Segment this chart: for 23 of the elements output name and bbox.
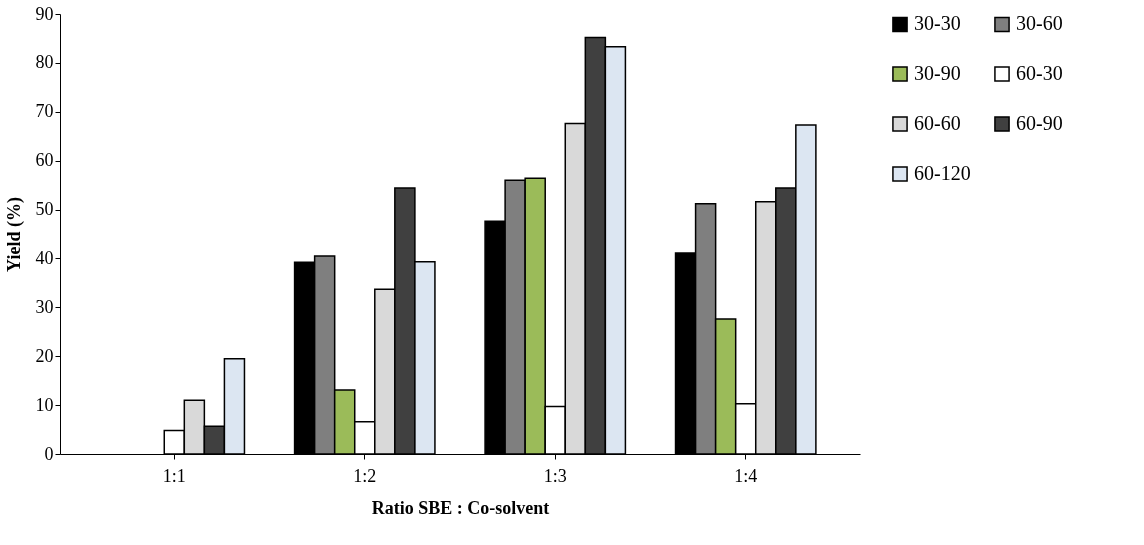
y-axis-title: Yield (%) xyxy=(3,197,25,272)
y-tick-label: 80 xyxy=(35,52,54,73)
x-tick-label: 1:3 xyxy=(543,465,567,486)
y-tick-label: 50 xyxy=(35,199,54,220)
y-tick-label: 20 xyxy=(35,345,54,366)
x-tick-label: 1:4 xyxy=(734,465,758,486)
x-tick-label: 1:2 xyxy=(353,465,377,486)
legend-label: 60-120 xyxy=(914,162,971,184)
y-tick-label: 40 xyxy=(35,247,54,268)
y-tick-label: 30 xyxy=(35,296,54,317)
y-tick-label: 0 xyxy=(44,443,54,464)
y-tick-label: 70 xyxy=(35,101,54,122)
y-tick-label: 10 xyxy=(35,394,54,415)
y-tick-label: 60 xyxy=(35,150,54,171)
legend-label: 30-90 xyxy=(914,62,961,84)
y-tick-label: 90 xyxy=(35,3,54,24)
legend-label: 60-60 xyxy=(914,112,961,134)
x-tick-label: 1:1 xyxy=(162,465,186,486)
legend-label: 60-30 xyxy=(1016,62,1063,84)
legend-label: 60-90 xyxy=(1016,112,1063,134)
legend-label: 30-60 xyxy=(1016,12,1063,35)
legend-label: 30-30 xyxy=(914,12,961,35)
x-axis-title: Ratio SBE : Co-solvent xyxy=(371,497,550,518)
